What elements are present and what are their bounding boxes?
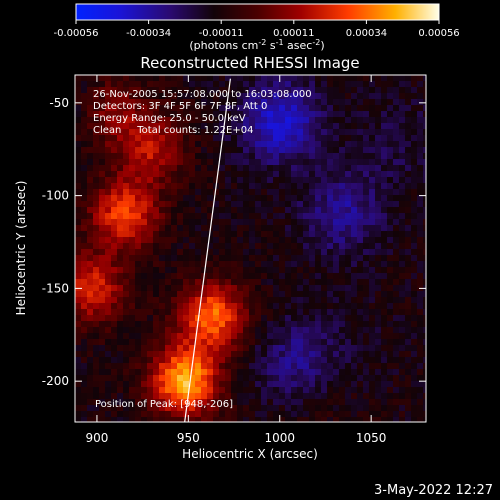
heatmap-image: [75, 75, 426, 422]
colorbar-tick-label: 0.00056: [418, 28, 459, 39]
colorbar: [75, 3, 440, 21]
colorbar-ticks: -0.00056 -0.00034 -0.00011 0.00011 0.00034 0.…: [54, 20, 460, 39]
y-tick-label: -200: [42, 374, 69, 388]
y-axis-label: Heliocentric Y (arcsec): [14, 181, 28, 316]
y-axis-ticks: -200 -150 -100 -50: [42, 96, 426, 388]
peak-position-label: Position of Peak: [948,-206]: [95, 399, 233, 410]
plot-frame: [74, 74, 427, 423]
colorbar-tick-label: -0.00011: [199, 28, 244, 39]
info-line-1: 26-Nov-2005 15:57:08.000 to 16:03:08.000: [93, 89, 312, 100]
y-tick-label: -50: [49, 96, 69, 110]
info-line-2: Detectors: 3F 4F 5F 6F 7F 8F, Att 0: [93, 101, 267, 112]
info-line-3: Energy Range: 25.0 - 50.0 keV: [93, 113, 246, 124]
x-axis-label: Heliocentric X (arcsec): [182, 447, 318, 461]
x-tick-label: 900: [85, 431, 108, 445]
x-axis-ticks: 900 950 1000 1050: [85, 75, 386, 445]
chart-title: Reconstructed RHESSI Image: [140, 54, 359, 72]
colorbar-tick-label: 0.00011: [273, 28, 314, 39]
colorbar-tick-label: -0.00034: [126, 28, 171, 39]
x-tick-label: 1050: [356, 431, 387, 445]
limb-line: [184, 78, 231, 423]
y-tick-label: -150: [42, 281, 69, 295]
info-line-4: Clean Total counts: 1.22E+04: [93, 125, 253, 136]
x-tick-label: 950: [177, 431, 200, 445]
y-tick-label: -100: [42, 189, 69, 203]
x-tick-label: 1000: [264, 431, 295, 445]
colorbar-tick-label: -0.00056: [54, 28, 99, 39]
colorbar-unit-label: (photons cm-2 s-1 asec-2): [189, 38, 324, 52]
footer-timestamp: 3-May-2022 12:27: [374, 483, 493, 498]
colorbar-tick-label: 0.00034: [346, 28, 387, 39]
